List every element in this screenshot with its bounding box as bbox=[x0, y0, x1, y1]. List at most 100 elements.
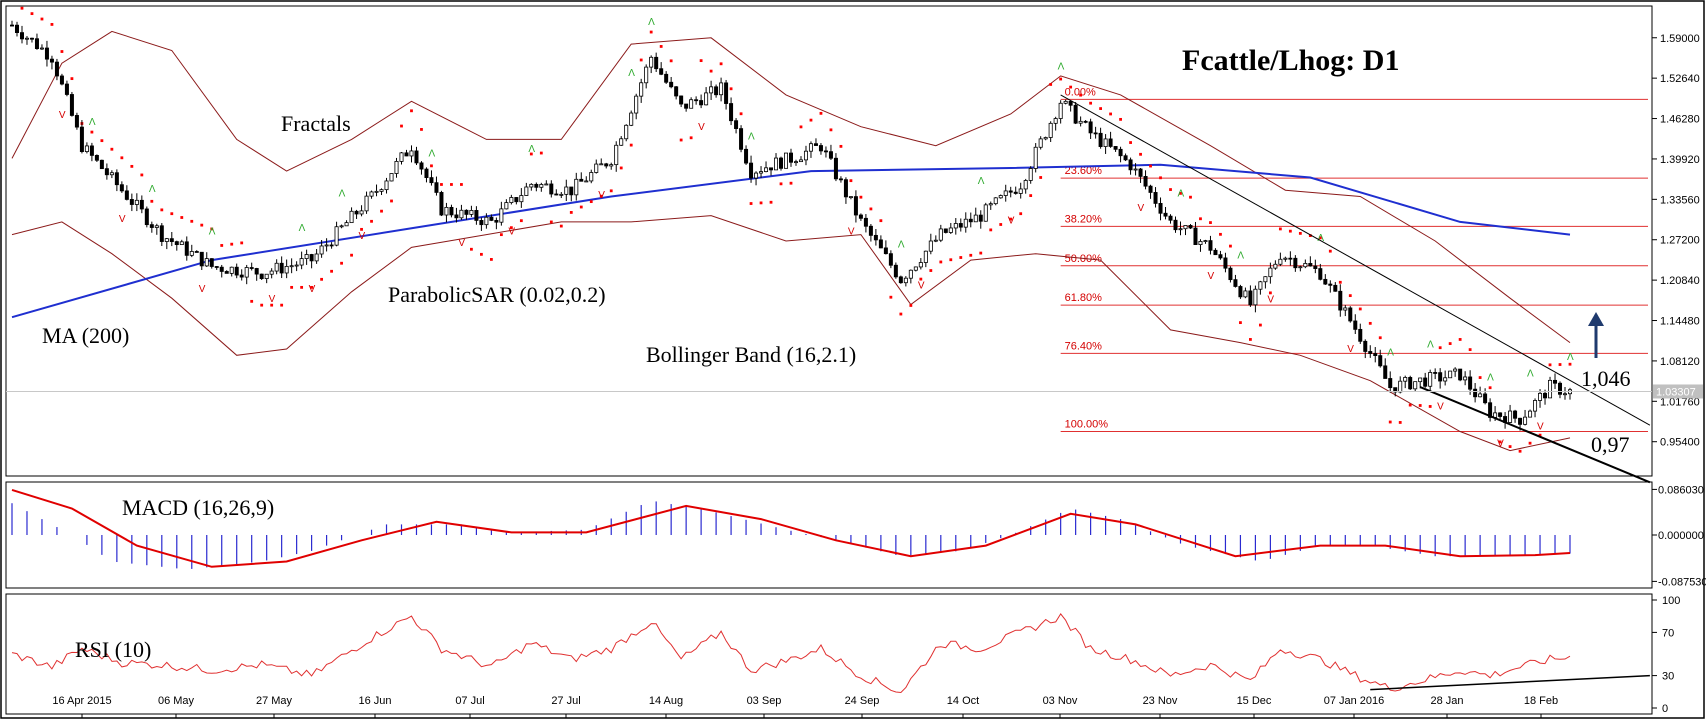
support-value-label: 0,97 bbox=[1591, 432, 1630, 457]
candle-body bbox=[254, 268, 259, 275]
fractal-up-icon: Λ bbox=[1567, 352, 1574, 363]
candle-body bbox=[1148, 185, 1153, 193]
bollinger-label: Bollinger Band (16,2.1) bbox=[646, 342, 856, 367]
x-tick-label: 03 Sep bbox=[747, 695, 782, 707]
candle-body bbox=[404, 152, 409, 157]
sar-dot bbox=[949, 258, 953, 262]
candle-body bbox=[1128, 159, 1133, 171]
fractal-down-icon: V bbox=[698, 122, 705, 133]
candle-body bbox=[754, 172, 759, 179]
sar-dot bbox=[220, 244, 224, 247]
candle-body bbox=[1343, 307, 1348, 311]
sar-dot bbox=[240, 241, 244, 245]
sar-dot bbox=[390, 199, 393, 203]
sar-dot bbox=[659, 45, 663, 48]
sar-dot bbox=[1518, 449, 1522, 453]
candle-body bbox=[1423, 377, 1428, 387]
macd-y-tick-label: 0.086030 bbox=[1658, 484, 1704, 496]
fractal-down-icon: V bbox=[598, 190, 605, 201]
sar-dot bbox=[579, 205, 583, 209]
candle-body bbox=[439, 192, 444, 216]
candle-body bbox=[524, 186, 529, 196]
fractal-up-icon: Λ bbox=[1317, 233, 1324, 244]
sar-dot bbox=[1308, 234, 1312, 238]
candle-body bbox=[19, 32, 24, 40]
candle-body bbox=[434, 182, 439, 193]
fractal-up-icon: Λ bbox=[1237, 250, 1244, 261]
candle-body bbox=[24, 37, 29, 40]
candle-body bbox=[394, 161, 399, 174]
sar-dot bbox=[809, 118, 813, 122]
candle-body bbox=[39, 47, 44, 50]
fractal-down-icon: V bbox=[458, 238, 465, 249]
candle-body bbox=[1183, 225, 1188, 230]
sar-dot bbox=[689, 136, 693, 140]
rsi-y-tick-label: 100 bbox=[1662, 595, 1680, 607]
fractal-down-icon: V bbox=[119, 214, 126, 225]
sar-dot bbox=[699, 59, 703, 63]
candle-body bbox=[1283, 257, 1288, 260]
candle-body bbox=[639, 82, 644, 97]
sar-dot bbox=[719, 62, 723, 66]
candle-body bbox=[449, 206, 454, 216]
sar-dot bbox=[1239, 321, 1242, 325]
last-price-value: 1.03307 bbox=[1656, 386, 1696, 398]
candle-body bbox=[149, 224, 154, 228]
sar-dot bbox=[120, 156, 124, 160]
sar-dot bbox=[1558, 363, 1562, 366]
candle-body bbox=[1458, 368, 1463, 381]
sar-dot bbox=[300, 285, 304, 289]
candle-body bbox=[599, 163, 604, 166]
candle-body bbox=[79, 126, 84, 153]
x-tick-label: 16 Apr 2015 bbox=[52, 695, 111, 707]
x-tick-label: 07 Jul bbox=[455, 695, 484, 707]
candle-body bbox=[584, 180, 589, 183]
candle-body bbox=[249, 267, 254, 269]
candle-body bbox=[1163, 212, 1168, 217]
sar-dot bbox=[1278, 227, 1282, 231]
x-tick-label: 06 May bbox=[158, 695, 195, 707]
sar-dot bbox=[140, 173, 144, 177]
sar-dot bbox=[669, 59, 673, 63]
candle-body bbox=[1318, 268, 1323, 280]
sar-dot bbox=[759, 201, 763, 205]
resistance-value-label: 1,046 bbox=[1581, 366, 1631, 391]
fractal-up-icon: Λ bbox=[1058, 62, 1065, 73]
fib-level-label: 100.00% bbox=[1065, 419, 1109, 431]
candle-body bbox=[938, 228, 943, 241]
candle-body bbox=[624, 124, 629, 140]
sar-dot bbox=[310, 285, 314, 289]
candle-body bbox=[539, 184, 544, 188]
candle-body bbox=[334, 226, 339, 246]
candles bbox=[9, 20, 1573, 431]
candle-body bbox=[1348, 307, 1353, 322]
candle-body bbox=[1268, 267, 1273, 278]
sar-dot bbox=[1478, 376, 1482, 379]
sar-dot bbox=[270, 303, 274, 307]
candle-body bbox=[873, 234, 878, 241]
candle-body bbox=[1298, 266, 1303, 269]
fractals-label: Fractals bbox=[281, 111, 351, 136]
sar-dot bbox=[1069, 85, 1073, 89]
candle-body bbox=[484, 216, 489, 226]
candle-body bbox=[589, 172, 594, 182]
candle-body bbox=[504, 202, 509, 210]
rsi-y-tick-label: 30 bbox=[1662, 671, 1674, 683]
candle-body bbox=[1443, 377, 1448, 382]
macd-signal-line bbox=[11, 488, 1571, 568]
candle-body bbox=[1083, 120, 1088, 123]
candle-body bbox=[1113, 146, 1118, 150]
candle-body bbox=[489, 216, 494, 221]
candle-body bbox=[853, 196, 858, 216]
candle-body bbox=[544, 183, 549, 186]
candle-body bbox=[214, 266, 219, 268]
candle-body bbox=[429, 177, 434, 184]
candle-body bbox=[674, 86, 679, 97]
fractal-up-icon: Λ bbox=[1487, 373, 1494, 384]
fractal-down-icon: V bbox=[1347, 344, 1354, 355]
candle-body bbox=[629, 112, 634, 126]
last-price-tag bbox=[1653, 384, 1703, 399]
candle-body bbox=[1033, 146, 1038, 169]
candle-body bbox=[1413, 381, 1418, 390]
candle-body bbox=[1248, 290, 1253, 306]
